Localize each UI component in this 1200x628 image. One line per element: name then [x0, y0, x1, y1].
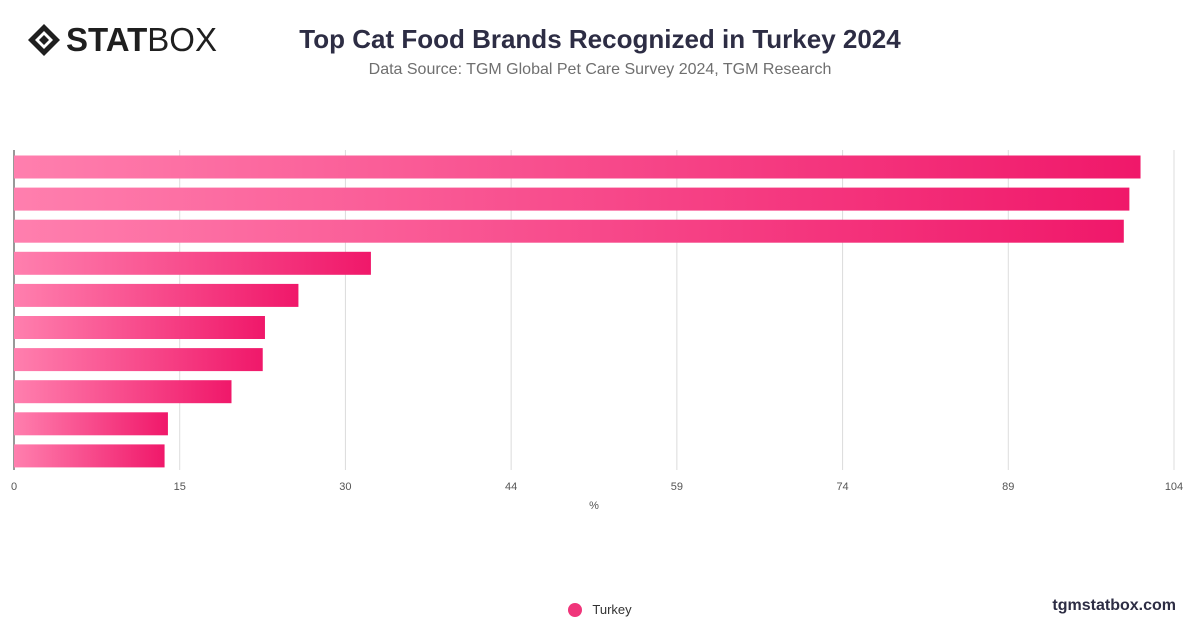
- legend: Turkey: [0, 602, 1200, 617]
- x-tick-label: 89: [1002, 481, 1014, 493]
- legend-marker: [568, 602, 583, 617]
- bar[interactable]: [14, 316, 265, 339]
- statbox-diamond-icon: [28, 24, 60, 56]
- bar[interactable]: [14, 348, 263, 372]
- chart-subtitle: Data Source: TGM Global Pet Care Survey …: [368, 61, 832, 78]
- x-tick-label: 0: [11, 481, 17, 493]
- bar[interactable]: [14, 412, 168, 436]
- x-tick-label: 59: [671, 481, 683, 493]
- chart-title: Top Cat Food Brands Recognized in Turkey…: [299, 24, 901, 54]
- statbox-logo: STAT BOX: [26, 22, 217, 58]
- logo-text-bold: STAT: [66, 21, 148, 58]
- x-tick-label: 15: [174, 481, 186, 493]
- bar[interactable]: [14, 283, 299, 307]
- bar[interactable]: [14, 155, 1141, 179]
- bar[interactable]: [14, 187, 1130, 211]
- x-tick-label: 44: [505, 481, 517, 493]
- x-tick-label: 30: [339, 481, 351, 493]
- bar[interactable]: [14, 444, 165, 468]
- legend-label: Turkey: [592, 602, 632, 617]
- bar[interactable]: [14, 219, 1124, 243]
- x-tick-label: 104: [1165, 481, 1183, 493]
- logo-text-light: BOX: [147, 21, 217, 58]
- x-tick-label: 74: [836, 481, 848, 493]
- bar[interactable]: [14, 251, 371, 275]
- x-axis-label: %: [589, 500, 599, 512]
- bar[interactable]: [14, 380, 232, 404]
- footer-site: tgmstatbox.com: [1052, 597, 1176, 614]
